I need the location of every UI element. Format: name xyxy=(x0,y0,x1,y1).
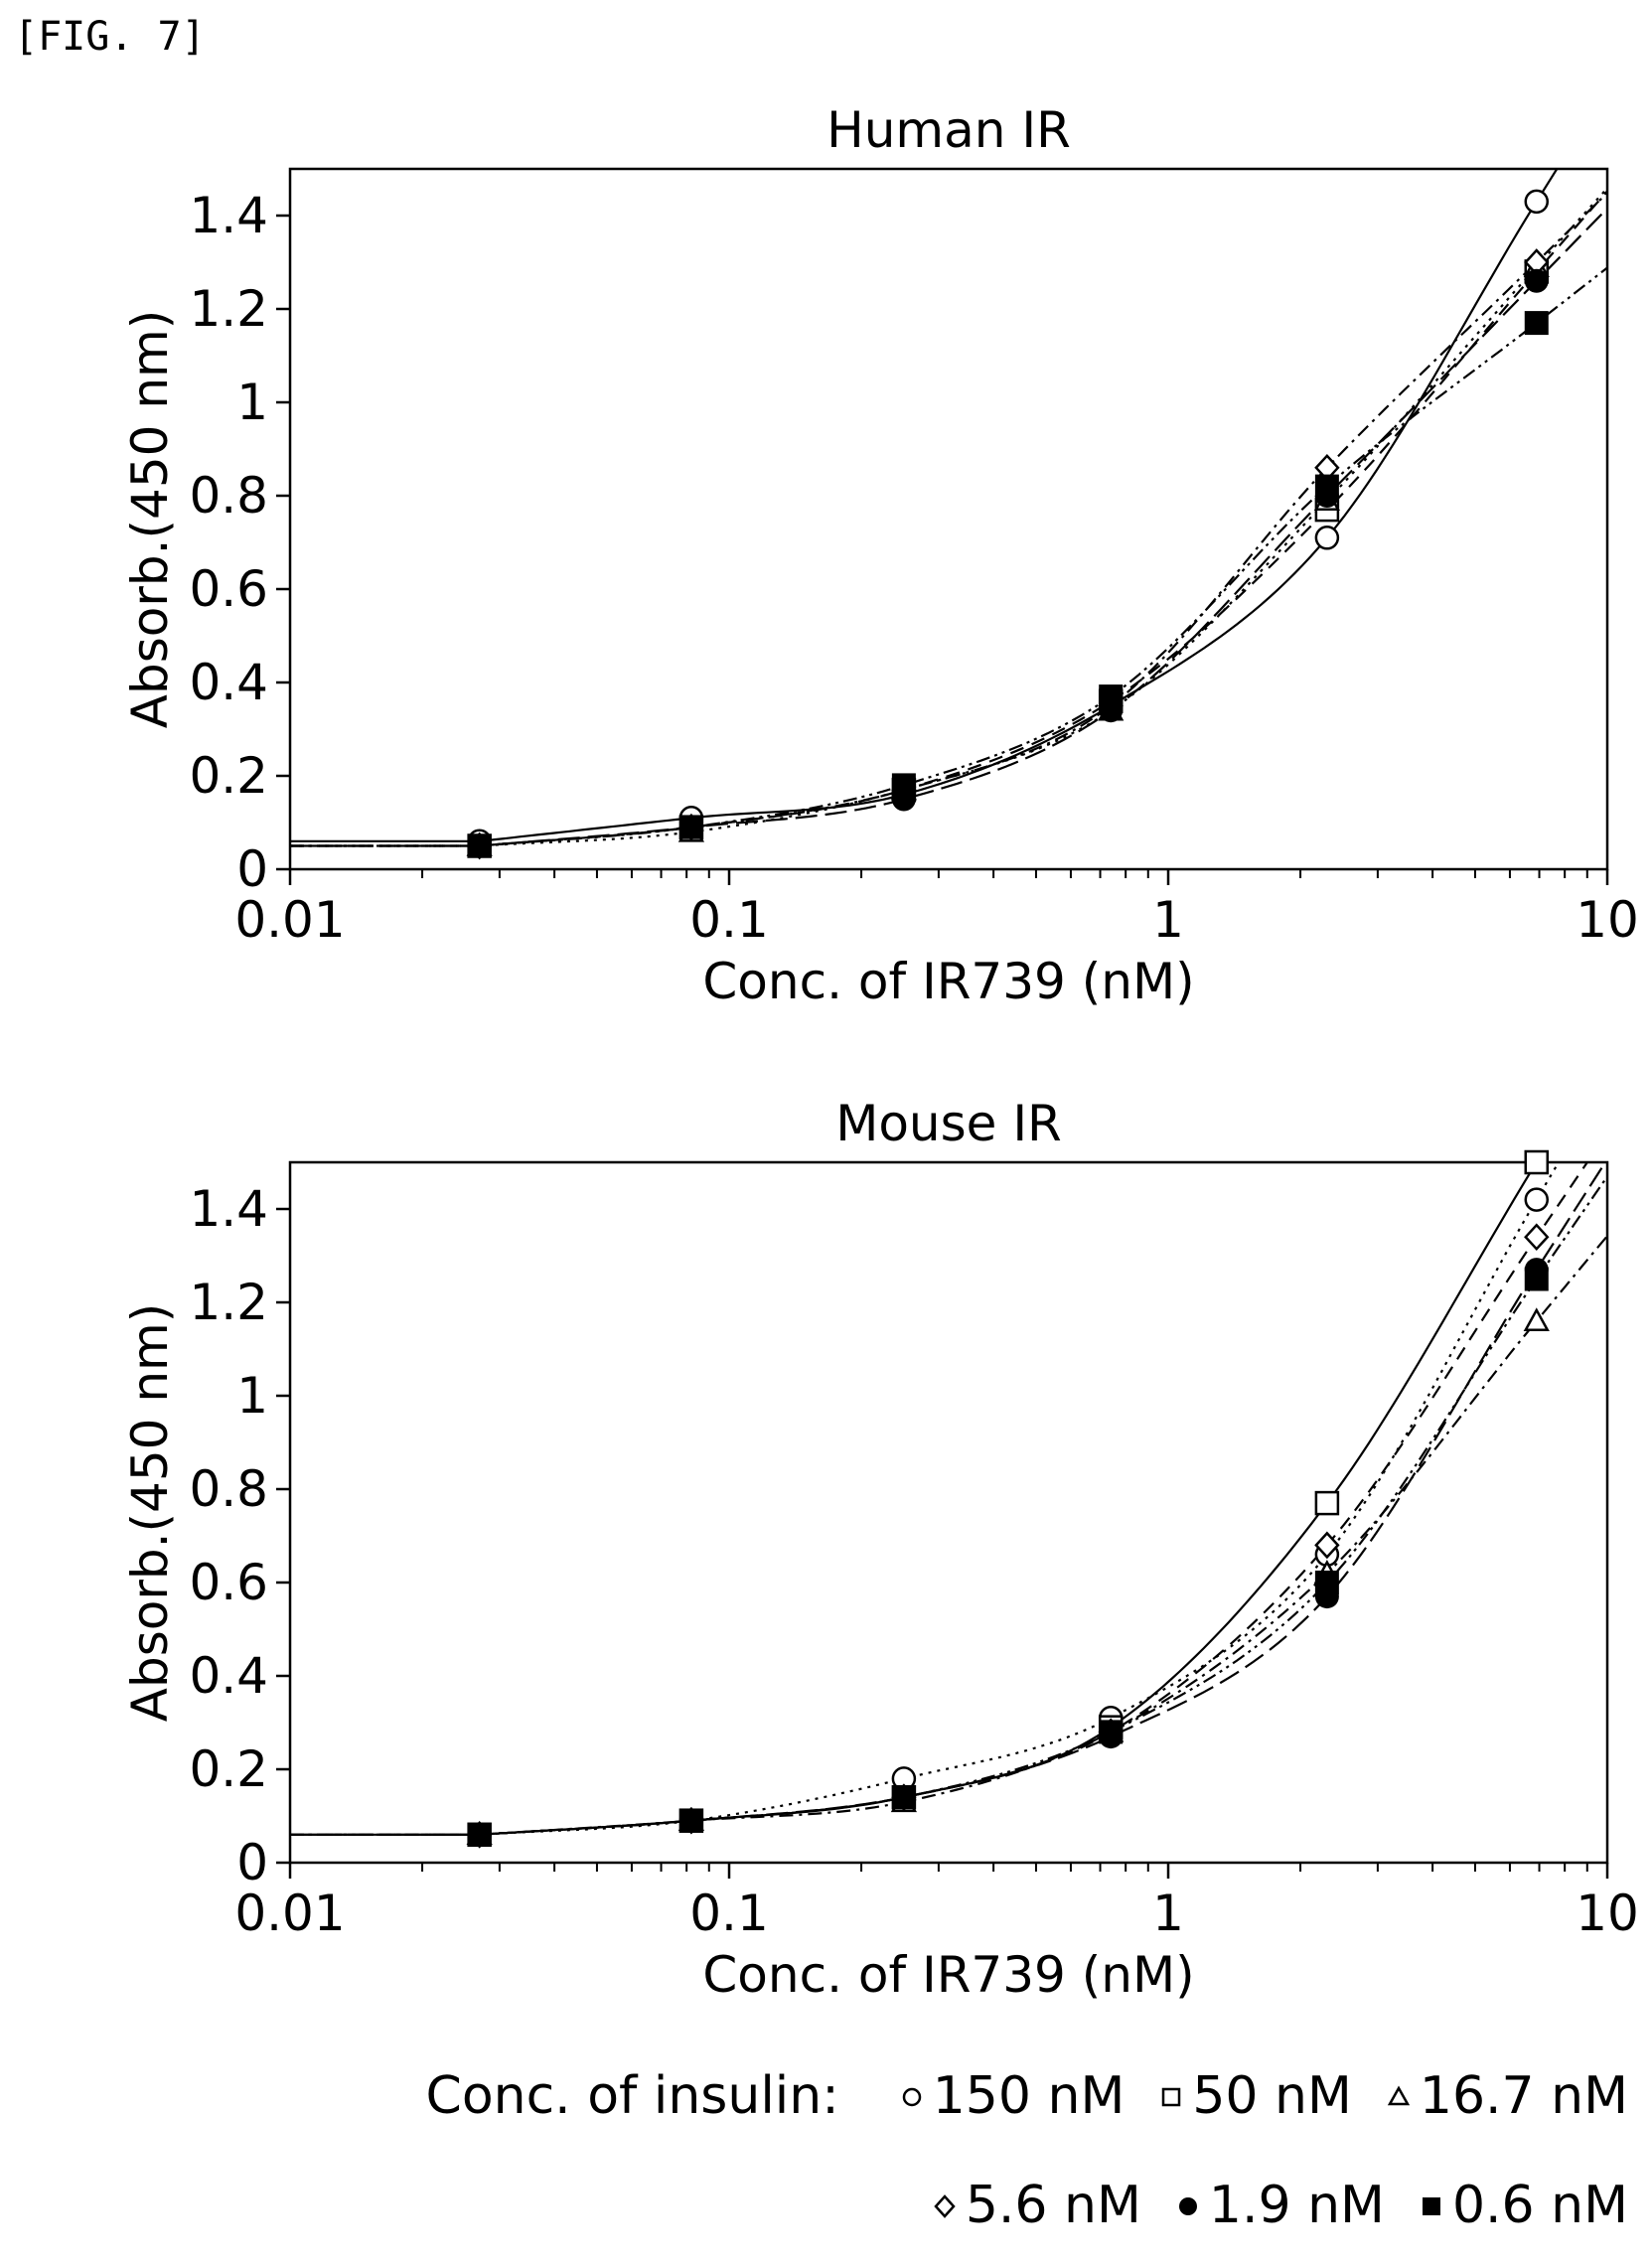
chart-title: Human IR xyxy=(826,101,1071,159)
figure-label: [FIG. 7] xyxy=(14,14,206,60)
fit-curve-16-7-nM xyxy=(290,1235,1607,1836)
fit-curve-1-9-nM xyxy=(290,208,1607,847)
data-point xyxy=(1314,526,1340,550)
x-axis-label: Conc. of IR739 (nM) xyxy=(702,1946,1194,2004)
plot-frame xyxy=(288,1160,1609,1865)
y-tick-label: 0.4 xyxy=(189,1647,268,1705)
data-point xyxy=(467,1822,492,1847)
y-tick-label: 1.4 xyxy=(189,187,268,244)
fit-curve-50-nM xyxy=(290,1162,1539,1836)
data-point xyxy=(1524,1223,1550,1252)
fit-curve-150-nM xyxy=(290,169,1559,842)
data-point xyxy=(1314,1531,1340,1560)
y-tick-label: 0.2 xyxy=(189,1740,268,1798)
x-tick-label: 0.1 xyxy=(689,1885,769,1942)
data-point xyxy=(1099,1720,1124,1744)
data-point xyxy=(1314,1571,1339,1594)
data-point xyxy=(678,815,703,839)
y-tick-label: 0.4 xyxy=(189,654,268,711)
y-tick-label: 0.6 xyxy=(189,1554,268,1611)
y-tick-label: 1 xyxy=(236,1367,268,1425)
fit-curve-50-nM xyxy=(290,190,1607,847)
y-tick-label: 0.8 xyxy=(189,1460,268,1518)
data-point xyxy=(467,833,492,858)
chart-1: Human IR Conc. of IR739 (nM) Absorb.(450 n… xyxy=(121,101,1639,1010)
data-point xyxy=(1524,1267,1549,1291)
x-tick-label: 0.01 xyxy=(234,1885,345,1942)
fit-curves xyxy=(290,169,1607,847)
x-tick-label: 0.1 xyxy=(689,891,769,949)
data-point xyxy=(1314,474,1339,499)
data-point xyxy=(1099,684,1124,709)
y-axis-label: Absorb.(450 nm) xyxy=(121,310,179,729)
data-points xyxy=(466,1149,1550,1849)
chart-2: Mouse IR Conc. of IR739 (nM) Absorb.(450 n… xyxy=(121,1095,1639,2004)
data-point xyxy=(1524,1149,1550,1175)
fit-curve-5-6-nM xyxy=(290,1162,1589,1836)
data-point xyxy=(678,1808,703,1833)
x-tick-label: 1 xyxy=(1152,1885,1184,1942)
data-point xyxy=(1524,268,1549,293)
data-point xyxy=(1524,189,1550,215)
fit-curve-150-nM xyxy=(290,1162,1561,1836)
fit-curve-1-9-nM xyxy=(290,1162,1607,1836)
data-point xyxy=(1314,1490,1340,1516)
data-point xyxy=(891,1785,916,1810)
y-tick-label: 0 xyxy=(236,1834,268,1891)
y-axis-label: Absorb.(450 nm) xyxy=(121,1303,179,1723)
x-tick-label: 10 xyxy=(1576,1885,1639,1942)
fit-curve-0-6-nM xyxy=(290,1175,1607,1836)
y-tick-label: 1.2 xyxy=(189,280,268,338)
y-tick-label: 1.4 xyxy=(189,1180,268,1238)
x-tick-label: 0.01 xyxy=(234,891,345,949)
y-tick-label: 1 xyxy=(236,374,268,431)
data-points xyxy=(466,189,1550,860)
chart-title: Mouse IR xyxy=(835,1095,1062,1152)
data-point xyxy=(1523,1307,1550,1332)
plot-frame xyxy=(288,167,1609,871)
y-tick-label: 0 xyxy=(236,840,268,898)
y-tick-label: 1.2 xyxy=(189,1274,268,1331)
y-tick-label: 0.2 xyxy=(189,747,268,805)
x-tick-label: 10 xyxy=(1576,891,1639,949)
fit-curve-16-7-nM xyxy=(290,187,1607,847)
x-axis-label: Conc. of IR739 (nM) xyxy=(702,953,1194,1010)
fit-curve-5-6-nM xyxy=(290,192,1607,847)
fit-curves xyxy=(290,1162,1607,1836)
fit-curve-0-6-nM xyxy=(290,266,1607,847)
y-tick-label: 0.8 xyxy=(189,467,268,525)
data-point xyxy=(1524,311,1549,336)
x-tick-label: 1 xyxy=(1152,891,1184,949)
data-point xyxy=(891,773,916,798)
y-tick-label: 0.6 xyxy=(189,560,268,618)
data-point xyxy=(1524,1187,1550,1212)
